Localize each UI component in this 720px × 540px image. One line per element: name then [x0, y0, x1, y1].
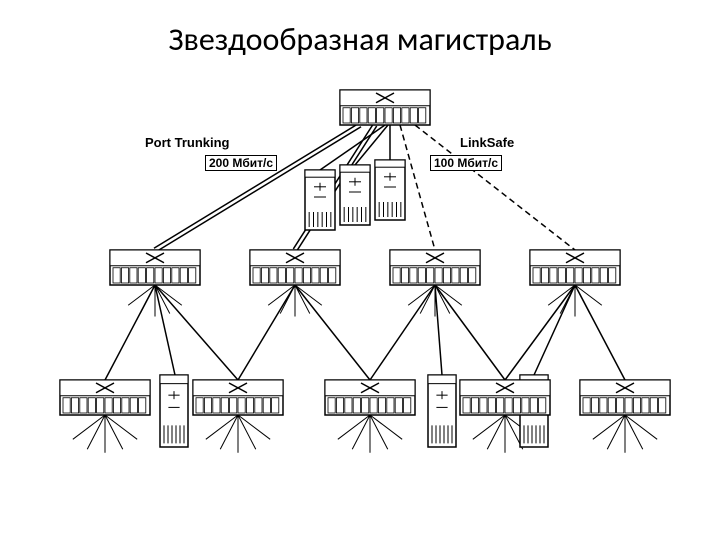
- label-speed-200: 200 Мбит/с: [205, 155, 277, 171]
- label-speed-100: 100 Мбит/с: [430, 155, 502, 171]
- label-link-safe: LinkSafe: [460, 135, 514, 150]
- diagram-svg: [40, 80, 680, 510]
- network-diagram: Port Trunking 200 Мбит/с LinkSafe 100 Мб…: [40, 80, 680, 510]
- page-title: Звездообразная магистраль: [0, 0, 720, 59]
- label-port-trunking: Port Trunking: [145, 135, 230, 150]
